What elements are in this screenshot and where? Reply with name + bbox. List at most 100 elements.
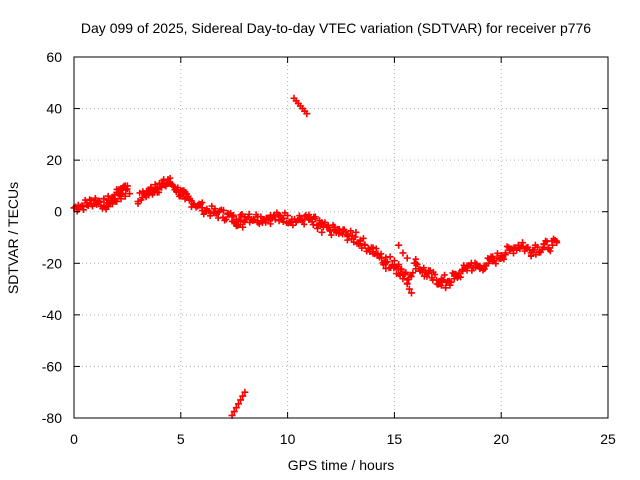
data-point: [540, 240, 548, 248]
data-point: [441, 271, 448, 279]
data-point: [378, 254, 386, 262]
data-point: [289, 222, 297, 229]
data-point: [202, 206, 210, 214]
y-tick-label: 60: [46, 49, 62, 65]
data-point: [155, 189, 163, 196]
data-point: [164, 175, 172, 183]
data-point: [501, 249, 509, 257]
data-point: [459, 267, 467, 275]
x-tick-label: 10: [280, 431, 296, 447]
data-point: [117, 195, 125, 203]
y-axis-label: SDTVAR / TECUs: [5, 182, 21, 294]
data-point: [416, 267, 424, 275]
data-point: [401, 270, 409, 278]
data-point: [484, 259, 492, 267]
data-point: [147, 183, 155, 191]
data-point: [234, 221, 242, 229]
data-point: [83, 199, 91, 207]
data-point: [275, 217, 283, 225]
data-point: [433, 280, 441, 288]
x-tick-label: 0: [70, 431, 78, 447]
data-point: [380, 261, 388, 269]
data-point: [405, 285, 413, 293]
data-point: [314, 224, 322, 232]
data-point: [237, 396, 245, 404]
data-point: [320, 221, 328, 229]
data-point: [544, 244, 552, 252]
data-point: [296, 212, 303, 219]
data-point: [431, 271, 439, 278]
data-point: [239, 392, 247, 400]
data-point: [228, 213, 236, 221]
data-point: [389, 261, 396, 268]
data-point: [237, 217, 245, 225]
data-point: [531, 246, 538, 254]
data-point: [316, 217, 324, 225]
data-point: [399, 275, 407, 283]
data-point: [437, 277, 445, 285]
data-point: [373, 245, 380, 252]
data-point: [365, 245, 373, 253]
data-point: [232, 404, 240, 412]
y-tick-label: -40: [42, 307, 62, 323]
data-point: [224, 210, 232, 218]
data-point: [100, 201, 108, 209]
data-point: [254, 213, 262, 221]
data-point: [311, 213, 319, 221]
data-point: [536, 248, 544, 256]
data-point: [500, 255, 508, 263]
data-point: [548, 241, 556, 249]
data-point: [208, 202, 215, 210]
x-axis-label: GPS time / hours: [288, 457, 395, 473]
data-point: [301, 213, 309, 221]
data-point: [480, 262, 488, 270]
data-point: [407, 289, 415, 297]
data-point: [121, 192, 129, 200]
data-point: [104, 203, 112, 211]
data-point: [386, 253, 394, 261]
data-series-sdtvar: [70, 94, 561, 419]
data-point: [506, 246, 514, 254]
data-point: [343, 231, 351, 239]
data-point: [403, 254, 411, 262]
data-point: [138, 194, 146, 202]
data-point: [369, 248, 377, 256]
data-point: [360, 241, 368, 249]
data-point: [420, 264, 427, 272]
data-point: [190, 200, 198, 208]
data-point: [553, 239, 561, 247]
data-point: [96, 197, 104, 205]
data-point: [200, 211, 207, 218]
data-point: [74, 201, 82, 209]
data-point: [497, 252, 505, 260]
data-point: [454, 272, 462, 280]
data-point: [230, 408, 238, 416]
data-point: [408, 273, 415, 280]
data-point: [162, 182, 170, 190]
data-point: [397, 266, 405, 274]
data-point: [145, 191, 153, 199]
data-point: [160, 177, 168, 185]
data-point: [425, 270, 433, 278]
y-tick-label: 0: [54, 204, 62, 220]
data-point: [442, 284, 450, 292]
y-tick-label: -20: [42, 255, 62, 271]
data-point: [390, 257, 398, 265]
y-tick-label: -60: [42, 358, 62, 374]
data-point: [510, 244, 518, 252]
data-point: [519, 239, 527, 247]
y-tick-label: -80: [42, 410, 62, 426]
data-point: [493, 254, 501, 262]
data-point: [123, 182, 131, 190]
data-point: [393, 270, 401, 278]
data-point: [246, 219, 253, 226]
data-point: [467, 259, 475, 267]
data-point: [409, 269, 417, 276]
data-point: [241, 388, 249, 396]
data-point: [113, 197, 121, 205]
data-point: [288, 215, 296, 223]
data-point: [220, 206, 228, 214]
x-tick-label: 5: [177, 431, 185, 447]
data-point: [234, 400, 242, 408]
